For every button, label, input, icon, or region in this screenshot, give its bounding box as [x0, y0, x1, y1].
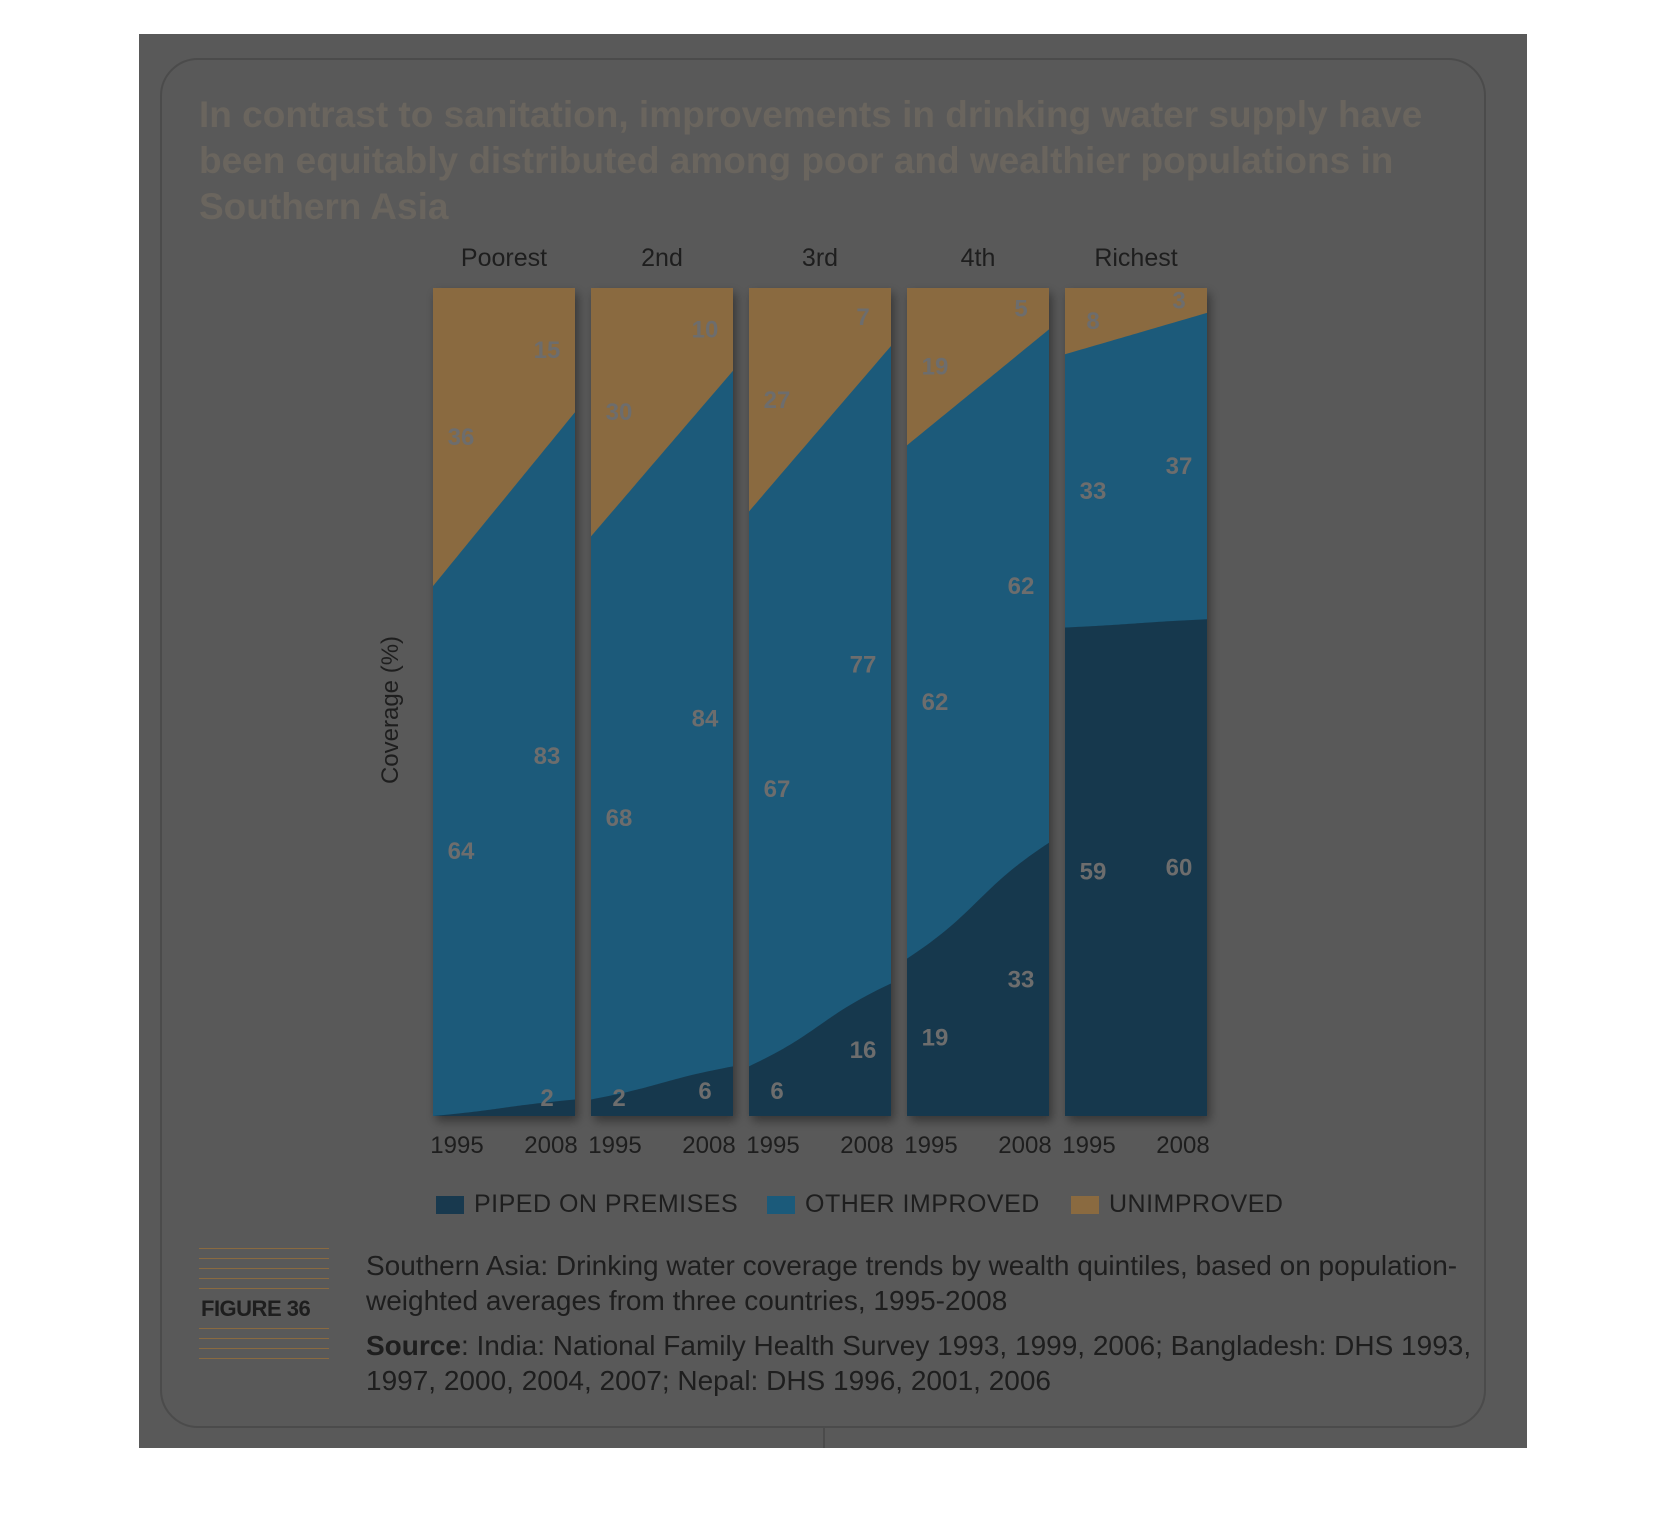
x-tick-4th-1995: 1995	[904, 1132, 957, 1159]
label-unimproved-3rd-2008: 7	[856, 304, 869, 331]
source-text: : India: National Family Health Survey 1…	[366, 1330, 1472, 1396]
area-other-improved-2nd	[591, 370, 733, 1116]
quintile-label-richest: Richest	[1094, 244, 1177, 272]
label-piped-4th-2008: 33	[1008, 966, 1035, 993]
legend-label-other-improved: OTHER IMPROVED	[805, 1190, 1040, 1218]
legend-swatch-piped	[436, 1195, 464, 1214]
area-piped-poorest	[433, 1099, 575, 1116]
quintile-label-2nd: 2nd	[641, 244, 683, 272]
x-tick-2nd-2008: 2008	[682, 1132, 735, 1159]
legend-item-other-improved: OTHER IMPROVED	[767, 1190, 1040, 1219]
label-other-richest-2008: 37	[1166, 453, 1193, 480]
label-piped-richest-1995: 59	[1080, 859, 1107, 886]
quintile-label-poorest: Poorest	[461, 244, 547, 272]
label-piped-3rd-2008: 16	[850, 1037, 877, 1064]
area-piped-2nd	[591, 1066, 733, 1116]
label-piped-2nd-1995: 2	[612, 1085, 625, 1112]
area-piped-3rd	[749, 983, 891, 1116]
label-unimproved-richest-2008: 3	[1172, 287, 1185, 314]
x-tick-3rd-2008: 2008	[840, 1132, 893, 1159]
label-other-poorest-1995: 64	[448, 838, 475, 865]
x-tick-richest-1995: 1995	[1062, 1132, 1115, 1159]
label-unimproved-poorest-1995: 36	[448, 424, 475, 451]
label-other-poorest-2008: 83	[534, 743, 561, 770]
label-piped-richest-2008: 60	[1166, 855, 1193, 882]
label-unimproved-poorest-2008: 15	[534, 337, 561, 364]
frame-divider	[823, 1428, 825, 1448]
figure-source: Source: India: National Family Health Su…	[366, 1328, 1476, 1398]
label-other-richest-1995: 33	[1080, 478, 1107, 505]
label-other-2nd-1995: 68	[606, 805, 633, 832]
label-other-2nd-2008: 84	[692, 706, 719, 733]
x-tick-4th-2008: 2008	[998, 1132, 1051, 1159]
label-piped-3rd-1995: 6	[770, 1078, 783, 1105]
legend-label-piped: PIPED ON PREMISES	[474, 1190, 739, 1218]
label-unimproved-4th-2008: 5	[1014, 296, 1027, 323]
label-unimproved-2nd-2008: 10	[692, 316, 719, 343]
label-piped-poorest-2008: 2	[540, 1085, 553, 1112]
area-piped-richest	[1065, 619, 1207, 1116]
source-label: Source	[366, 1330, 461, 1361]
legend-item-unimproved: UNIMPROVED	[1071, 1190, 1283, 1219]
legend-label-unimproved: UNIMPROVED	[1109, 1190, 1284, 1218]
label-other-3rd-1995: 67	[764, 776, 791, 803]
area-other-improved-3rd	[749, 345, 891, 1117]
x-tick-2nd-1995: 1995	[588, 1132, 641, 1159]
label-other-3rd-2008: 77	[850, 652, 877, 679]
legend-item-piped: PIPED ON PREMISES	[436, 1190, 738, 1219]
x-tick-poorest-1995: 1995	[430, 1132, 483, 1159]
label-unimproved-4th-1995: 19	[922, 354, 949, 381]
figure-caption: Southern Asia: Drinking water coverage t…	[366, 1250, 1458, 1316]
label-unimproved-3rd-1995: 27	[764, 387, 791, 414]
x-tick-3rd-1995: 1995	[746, 1132, 799, 1159]
label-other-4th-1995: 62	[922, 689, 949, 716]
legend-swatch-other-improved	[767, 1195, 795, 1214]
figure-label-block	[199, 1248, 329, 1366]
label-unimproved-richest-1995: 8	[1086, 308, 1099, 335]
y-axis-label: Coverage (%)	[377, 636, 404, 784]
x-tick-richest-2008: 2008	[1156, 1132, 1209, 1159]
label-piped-2nd-2008: 6	[698, 1078, 711, 1105]
figure-number: FIGURE 36	[199, 1296, 313, 1322]
x-tick-poorest-2008: 2008	[524, 1132, 577, 1159]
legend-swatch-unimproved	[1071, 1195, 1099, 1214]
label-other-4th-2008: 62	[1008, 573, 1035, 600]
figure-title: In contrast to sanitation, improvements …	[199, 94, 1423, 227]
area-piped-4th	[907, 842, 1049, 1116]
figure-frame	[160, 58, 1486, 1428]
quintile-label-4th: 4th	[961, 244, 996, 272]
area-other-improved-poorest	[433, 412, 575, 1116]
label-piped-4th-1995: 19	[922, 1024, 949, 1051]
quintile-label-3rd: 3rd	[802, 244, 838, 272]
label-unimproved-2nd-1995: 30	[606, 399, 633, 426]
